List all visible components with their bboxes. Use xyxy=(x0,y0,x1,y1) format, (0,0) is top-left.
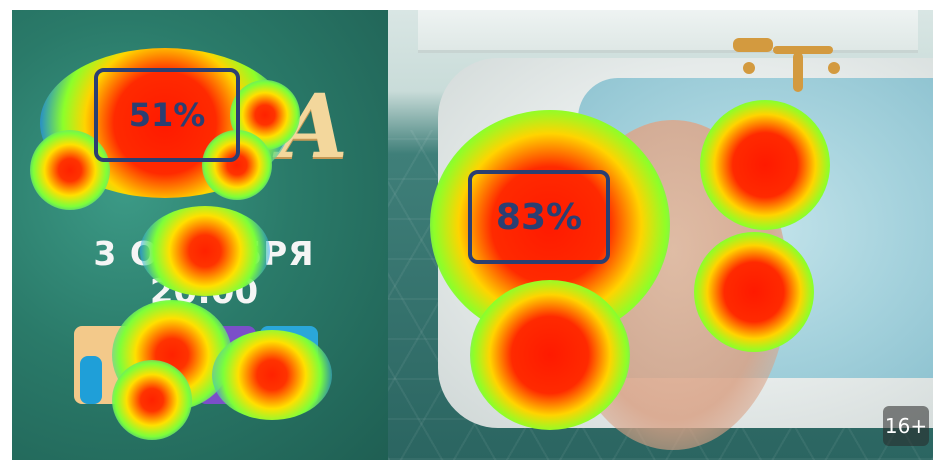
channel-logo xyxy=(74,326,320,404)
window-sill xyxy=(418,10,918,53)
attention-label: 83% xyxy=(495,196,583,238)
attention-box-person: 83% xyxy=(468,170,610,264)
date-text: 3 ОКТЯБРЯ xyxy=(93,234,315,273)
title-letter: А xyxy=(278,74,350,178)
faucet-icon xyxy=(723,32,863,102)
age-rating-badge: 16+ xyxy=(883,406,929,446)
attention-label: 51% xyxy=(128,96,206,134)
poster-frame: А 3 ОКТЯБРЯ 20:00 51% 83% 16+ xyxy=(12,10,933,460)
time-text: 20:00 xyxy=(149,272,259,312)
attention-box-title: 51% xyxy=(94,68,240,162)
